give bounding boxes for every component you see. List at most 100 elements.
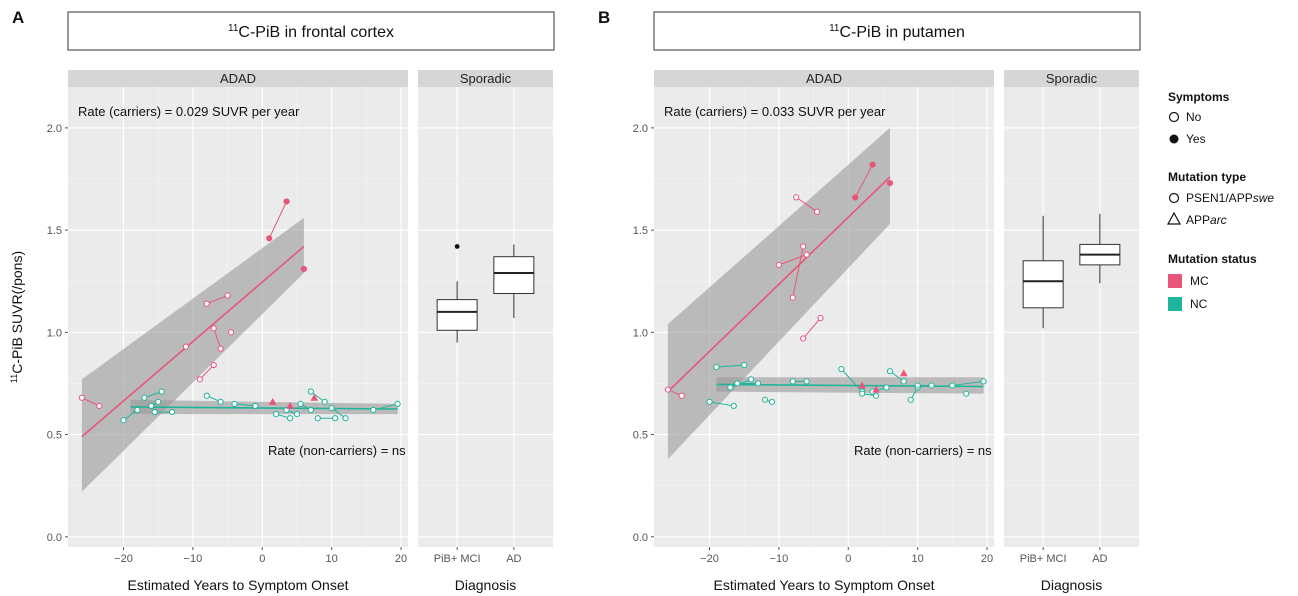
x-axis-label: Estimated Years to Symptom Onset [714, 577, 935, 593]
nc-point [727, 384, 734, 391]
mc-point [800, 335, 807, 342]
nc-point [883, 384, 890, 391]
mc-point [789, 294, 796, 301]
nc-segment [952, 380, 984, 386]
mc-point [817, 314, 824, 322]
category-label: PiB+ MCI [1020, 553, 1067, 565]
tick-label-y: 0.5 [633, 430, 648, 442]
legend-label-mc: MC [1190, 274, 1209, 288]
nc-point [741, 361, 748, 369]
nc-segment [716, 364, 745, 368]
mc-triangle-point [286, 401, 294, 409]
nc-point [370, 406, 377, 414]
legend-title-mutation-type: Mutation type [1168, 170, 1246, 184]
nc-point [900, 378, 907, 385]
nc-point [706, 398, 713, 405]
legend-label-no: No [1186, 110, 1202, 124]
x-axis-label-diagnosis: Diagnosis [455, 577, 516, 593]
tick-label-x: −10 [184, 553, 203, 565]
nc-point [761, 396, 769, 403]
tick-label-y: 1.0 [47, 327, 62, 339]
mc-point [217, 345, 224, 352]
nc-point [872, 392, 880, 399]
box-outlier [454, 244, 460, 249]
legend-key-apparc [1166, 211, 1182, 225]
mc-triangle-point [858, 381, 866, 389]
x-axis-label-diagnosis: Diagnosis [1041, 577, 1102, 593]
panel-letter: B [598, 8, 610, 27]
box [493, 256, 535, 294]
chart-b: B 11C-PiB in putamen ADAD 0.0 0.5 1.0 1.5 2.0 −2… [598, 8, 1141, 593]
nc-point [252, 402, 259, 410]
mc-segment [206, 295, 228, 305]
tick-label-x: −10 [770, 553, 789, 565]
mc-point [266, 235, 273, 242]
strip-adad-label: ADAD [220, 71, 256, 86]
tick-label-x: 0 [259, 553, 265, 565]
legend-label-apparc: APParc [1186, 213, 1227, 227]
mc-triangle-point [899, 369, 908, 377]
tick-label-x: 20 [981, 553, 993, 565]
nc-point [286, 415, 294, 422]
nc-point [886, 368, 894, 375]
mc-point [224, 292, 231, 299]
tick-label-x: 10 [326, 553, 338, 565]
confidence-band-mc [81, 217, 304, 492]
nc-point [907, 396, 914, 403]
nc-point [307, 406, 314, 414]
nc-point [768, 398, 776, 405]
nc-point [328, 404, 335, 412]
mc-point [300, 265, 308, 273]
mc-point [775, 261, 782, 268]
nc-point [321, 398, 328, 405]
tick-label-y: 1.5 [633, 225, 648, 237]
plot-area-sporadic [1004, 87, 1139, 547]
tick-label-x: −20 [700, 553, 719, 565]
mc-triangle-point [310, 393, 319, 401]
fit-line-nc [716, 383, 984, 388]
title-box [67, 11, 555, 51]
nc-point [293, 411, 301, 418]
mc-point [869, 161, 876, 168]
strip-sporadic [1004, 70, 1139, 87]
mc-point [210, 325, 217, 332]
mc-point [196, 376, 203, 383]
nc-point [914, 382, 921, 389]
mc-segment [802, 317, 821, 339]
x-axis-label: Estimated Years to Symptom Onset [128, 577, 349, 593]
tick-label-y: 2.0 [633, 123, 648, 135]
nc-point [713, 363, 720, 371]
nc-point [754, 380, 762, 387]
legend-title-symptoms: Symptoms [1168, 90, 1230, 104]
rate-carriers-label: Rate (carriers) = 0.033 SUVR per year [664, 104, 886, 119]
mc-point [203, 300, 210, 307]
nc-point [231, 400, 238, 407]
mc-point [678, 392, 685, 399]
mc-point [182, 343, 190, 350]
nc-point [120, 417, 127, 424]
legend-label-yes: Yes [1186, 132, 1206, 146]
mc-segment [792, 246, 804, 298]
mc-point [886, 179, 894, 187]
strip-adad [68, 70, 408, 87]
nc-point [273, 411, 280, 418]
nc-point [394, 400, 401, 407]
mc-segment [778, 254, 807, 266]
nc-point [980, 378, 987, 385]
mc-segment [81, 397, 100, 407]
nc-point [155, 398, 162, 405]
nc-point [168, 408, 176, 416]
nc-point [148, 402, 155, 410]
mc-point [852, 194, 859, 201]
chart-a: A 11C-PiB in frontal cortex ADAD 0.0 0.5 1.0 1… [9, 8, 555, 593]
mc-point [803, 251, 810, 258]
tick-label-y: 1.5 [47, 225, 62, 237]
title-box [653, 11, 1141, 51]
nc-point [134, 406, 141, 414]
nc-point [141, 394, 148, 401]
nc-point [803, 378, 810, 385]
nc-point [314, 415, 321, 422]
tick-label-x: −20 [114, 553, 133, 565]
nc-point [838, 366, 845, 373]
nc-point [789, 378, 796, 385]
